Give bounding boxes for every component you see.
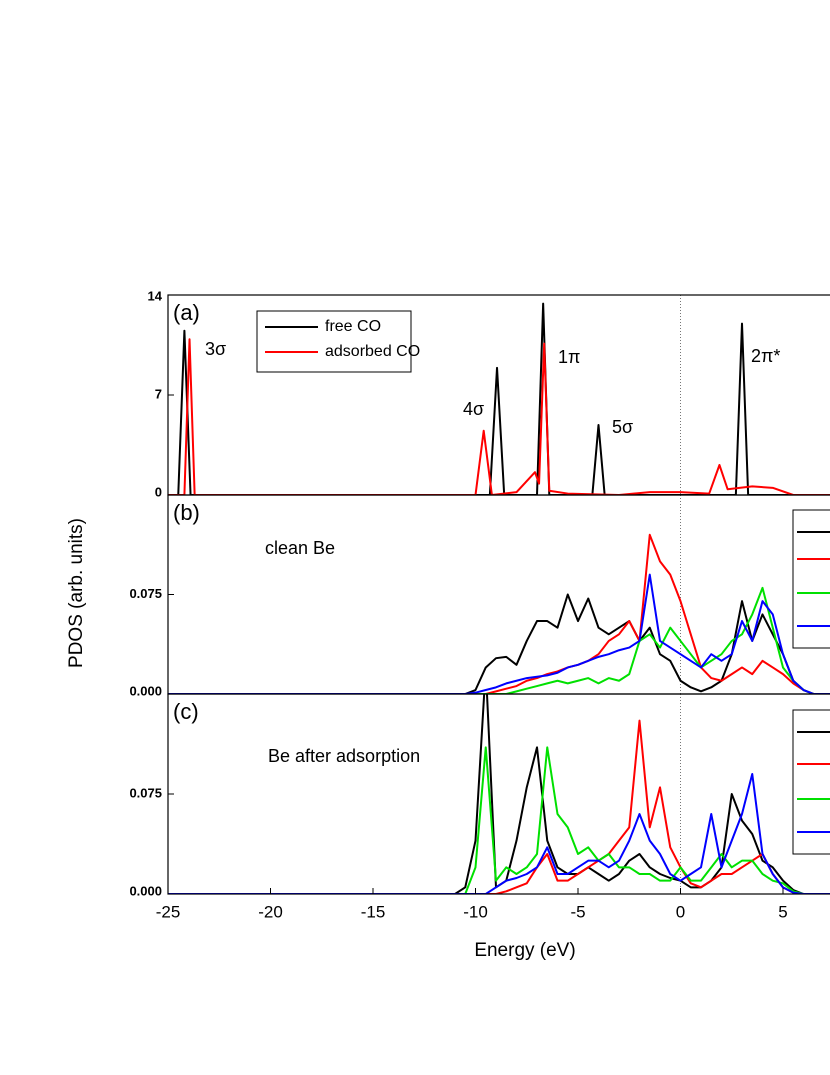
axes-frame <box>167 693 830 895</box>
panel-text: clean Be <box>265 538 335 558</box>
y-tick-label: 0.000 <box>129 683 162 698</box>
x-tick-label: -15 <box>361 902 386 921</box>
plot-area <box>168 295 830 495</box>
peak-annotation: 1π <box>558 347 580 367</box>
axes-frame <box>167 494 830 695</box>
peak-annotation: 4σ <box>463 399 484 419</box>
peak-annotation: 5σ <box>612 417 633 437</box>
legend-label: adsorbed CO <box>325 343 420 360</box>
plot-area <box>168 694 830 894</box>
peak-annotation: 2π* <box>751 346 780 366</box>
legend-box <box>792 509 830 649</box>
x-tick-label: -20 <box>258 902 283 921</box>
y-tick-label: 7 <box>155 386 162 401</box>
x-tick-label: -25 <box>156 902 181 921</box>
y-tick-label: 0 <box>155 484 162 499</box>
x-tick-label: -10 <box>463 902 488 921</box>
pdos-line <box>168 694 830 894</box>
panel-label: (b) <box>173 500 200 525</box>
pdos-line <box>168 746 830 894</box>
pdos-line <box>168 586 830 694</box>
x-tick-label: -5 <box>570 902 585 921</box>
y-axis-label: PDOS (arb. units) <box>66 518 87 668</box>
panel-text: Be after adsorption <box>268 746 420 766</box>
peak-annotation: 3σ <box>205 339 226 359</box>
panel-label: (a) <box>173 300 200 325</box>
legend-label: free CO <box>325 318 381 335</box>
pdos-line <box>168 593 830 694</box>
legend-box <box>792 709 830 855</box>
pdos-line <box>168 338 830 495</box>
pdos-line <box>168 573 830 694</box>
pdos-line <box>168 533 830 694</box>
legend-box <box>256 310 412 373</box>
x-axis-label: Energy (eV) <box>474 940 575 961</box>
pdos-line <box>168 773 830 894</box>
plot-area <box>168 495 830 694</box>
y-tick-label: 0.075 <box>129 785 162 800</box>
panel-label: (c) <box>173 699 199 724</box>
y-tick-label: 14 <box>148 288 163 303</box>
x-tick-label: 5 <box>778 902 787 921</box>
y-tick-label: 0.000 <box>129 883 162 898</box>
pdos-line <box>168 302 830 495</box>
x-tick-label: 0 <box>676 902 685 921</box>
y-tick-label: 0.075 <box>129 586 162 601</box>
